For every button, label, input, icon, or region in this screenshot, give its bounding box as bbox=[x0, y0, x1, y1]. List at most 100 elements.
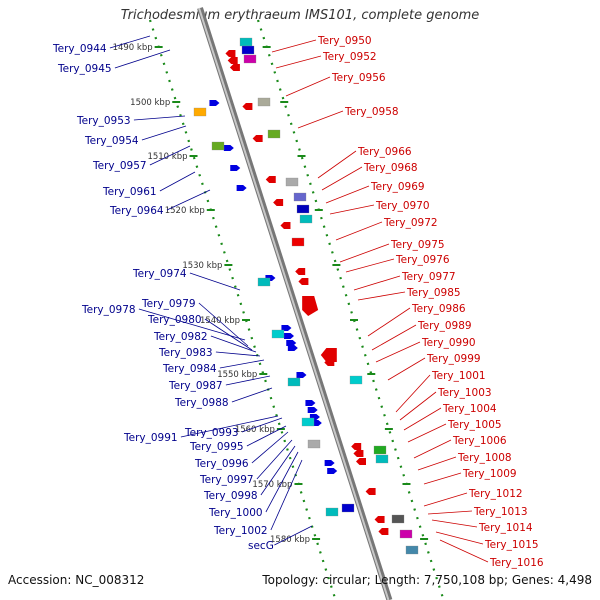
left-gene-label: Tery_0964 bbox=[109, 205, 164, 217]
gene-box bbox=[257, 97, 271, 107]
right-leader-line bbox=[339, 243, 390, 263]
forward-gene-arrow bbox=[302, 296, 319, 316]
scale-label: 1570 kbp bbox=[252, 480, 292, 490]
right-gene-label: Tery_0966 bbox=[357, 146, 412, 158]
reverse-gene-arrow bbox=[296, 372, 307, 378]
right-gene-label: Tery_1015 bbox=[484, 539, 539, 551]
right-leader-line bbox=[423, 472, 462, 485]
right-leader-line bbox=[329, 204, 375, 215]
accession-text: Accession: NC_008312 bbox=[8, 573, 145, 587]
gene-box bbox=[193, 107, 207, 117]
left-gene-label: Tery_0978 bbox=[81, 304, 136, 316]
left-gene-label: Tery_0993 bbox=[184, 427, 239, 439]
forward-gene-arrow bbox=[378, 528, 389, 535]
left-gene-label: Tery_0987 bbox=[168, 380, 223, 392]
right-gene-label: Tery_0986 bbox=[411, 303, 466, 315]
scale-label: 1520 kbp bbox=[165, 206, 205, 216]
forward-gene-arrow bbox=[273, 199, 284, 206]
right-leader-line bbox=[367, 307, 411, 337]
right-gene-label: Tery_0975 bbox=[390, 239, 445, 251]
forward-gene-arrow bbox=[351, 443, 362, 450]
right-gene-label: Tery_0968 bbox=[363, 162, 418, 174]
gene-box bbox=[373, 445, 387, 455]
forward-gene-arrow bbox=[320, 348, 337, 362]
gene-box bbox=[285, 177, 299, 187]
left-gene-label: Tery_0988 bbox=[174, 397, 229, 409]
left-leader-line bbox=[246, 425, 287, 447]
right-gene-label: Tery_0950 bbox=[317, 35, 372, 47]
left-gene-label: Tery_0961 bbox=[102, 186, 157, 198]
left-gene-label: Tery_0991 bbox=[123, 432, 178, 444]
scale-label: 1560 kbp bbox=[235, 425, 275, 435]
gene-box bbox=[287, 377, 301, 387]
left-leader-line bbox=[215, 351, 261, 357]
right-leader-line bbox=[403, 407, 442, 431]
left-gene-label: Tery_0980 bbox=[147, 314, 202, 326]
left-gene-label: Tery_0995 bbox=[189, 441, 244, 453]
right-leader-line bbox=[297, 110, 344, 129]
reverse-gene-arrow bbox=[305, 400, 316, 406]
left-gene-label: Tery_0983 bbox=[158, 347, 213, 359]
right-leader-line bbox=[423, 492, 468, 507]
forward-gene-arrow bbox=[227, 57, 238, 64]
gene-box bbox=[341, 503, 355, 513]
gene-box bbox=[291, 237, 305, 247]
forward-gene-arrow bbox=[374, 516, 385, 523]
right-leader-line bbox=[427, 510, 473, 515]
left-leader-line bbox=[241, 417, 283, 433]
gene-box bbox=[325, 507, 339, 517]
reverse-gene-arrow bbox=[307, 407, 318, 413]
right-gene-label: Tery_0990 bbox=[421, 337, 476, 349]
left-gene-label: Tery_0984 bbox=[162, 363, 217, 375]
right-gene-label: Tery_1016 bbox=[489, 557, 544, 569]
gene-box bbox=[375, 454, 389, 464]
forward-gene-arrow bbox=[365, 488, 376, 495]
right-leader-line bbox=[371, 324, 417, 351]
reverse-gene-arrow bbox=[230, 165, 241, 171]
gene-box bbox=[241, 45, 255, 55]
gene-box bbox=[257, 277, 271, 287]
forward-gene-arrow bbox=[229, 64, 240, 71]
right-leader-line bbox=[345, 258, 395, 273]
right-gene-label: Tery_0999 bbox=[426, 353, 481, 365]
right-gene-label: Tery_0985 bbox=[406, 287, 461, 299]
right-gene-label: Tery_1006 bbox=[452, 435, 507, 447]
right-gene-label: Tery_1003 bbox=[437, 387, 492, 399]
right-gene-label: Tery_1005 bbox=[447, 419, 502, 431]
forward-gene-arrow bbox=[353, 450, 364, 457]
left-leader-line bbox=[189, 272, 241, 291]
left-leader-line bbox=[109, 35, 151, 49]
left-leader-line bbox=[256, 439, 293, 480]
left-leader-line bbox=[180, 415, 279, 438]
forward-gene-arrow bbox=[298, 278, 309, 285]
right-gene-label: Tery_1014 bbox=[478, 522, 533, 534]
reverse-gene-arrow bbox=[209, 100, 220, 106]
gene-box bbox=[239, 37, 253, 47]
left-gene-label: Tery_0945 bbox=[57, 63, 112, 75]
left-gene-label: Tery_0998 bbox=[203, 490, 258, 502]
left-leader-line bbox=[231, 387, 273, 403]
gene-box bbox=[405, 545, 419, 555]
forward-gene-arrow bbox=[280, 222, 291, 229]
right-leader-line bbox=[357, 291, 406, 301]
scale-label: 1500 kbp bbox=[130, 98, 170, 108]
left-gene-label: Tery_0979 bbox=[141, 298, 196, 310]
right-leader-line bbox=[439, 539, 489, 563]
right-leader-line bbox=[407, 423, 447, 443]
right-gene-label: Tery_0970 bbox=[375, 200, 430, 212]
left-leader-line bbox=[159, 171, 196, 192]
right-gene-label: Tery_0952 bbox=[322, 51, 377, 63]
left-leader-line bbox=[133, 115, 186, 121]
scale-label: 1490 kbp bbox=[113, 43, 153, 53]
left-gene-label: secG bbox=[248, 540, 274, 552]
right-leader-line bbox=[387, 357, 426, 381]
right-leader-line bbox=[353, 275, 401, 291]
right-leader-line bbox=[413, 439, 452, 459]
right-leader-line bbox=[431, 519, 478, 528]
right-leader-line bbox=[317, 150, 357, 179]
gene-box bbox=[271, 329, 285, 339]
forward-gene-arrow bbox=[356, 458, 366, 465]
left-leader-line bbox=[260, 445, 296, 496]
left-leader-line bbox=[270, 459, 303, 531]
